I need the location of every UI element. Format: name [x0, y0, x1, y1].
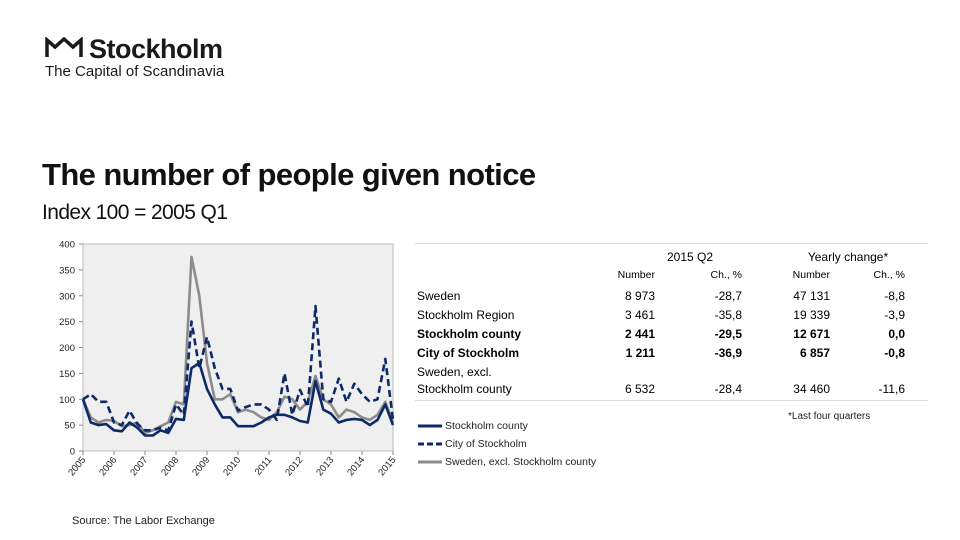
- table-cell: 0,0: [888, 327, 905, 341]
- table-col-header: Ch., %: [710, 269, 742, 281]
- table-row-label: Sweden, excl.: [417, 365, 492, 379]
- table-cell: 2 441: [624, 327, 655, 341]
- y-tick-label: 100: [59, 395, 75, 406]
- legend-item-sweden: Sweden, excl. Stockholm county: [418, 455, 678, 471]
- table-group-header: Yearly change*: [807, 250, 889, 264]
- table-cell: -11,6: [878, 382, 905, 396]
- crown-icon: [45, 37, 83, 57]
- y-tick-label: 250: [59, 317, 75, 328]
- table-top-rule: [415, 243, 928, 244]
- table-row: Stockholm county 2 441 -29,5 12 671 0,0: [415, 327, 928, 345]
- series-lines: [81, 255, 395, 437]
- table-cell: 3 461: [624, 308, 655, 322]
- table-row: Sweden, excl. Stockholm county 6 532 -28,4 3…: [415, 365, 928, 396]
- legend-swatch-city: [418, 442, 442, 446]
- table-cell: 47 131: [793, 289, 830, 303]
- logo-wordmark: Stockholm: [89, 34, 223, 64]
- x-tick-label: 2012: [283, 455, 305, 478]
- x-tick-label: 2006: [97, 455, 119, 478]
- x-tick-label: 2009: [190, 455, 212, 478]
- table-col-header: Number: [617, 269, 655, 281]
- table-group-header: 2015 Q2: [666, 250, 714, 264]
- table-cell: 12 671: [793, 327, 830, 341]
- table-row: Sweden 8 973 -28,7 47 131 -8,8: [415, 289, 928, 307]
- logo: Stockholm The Capital of Scandinavia: [45, 34, 255, 84]
- table-row-label-cont: Stockholm county: [417, 382, 512, 396]
- y-tick-label: 300: [59, 291, 75, 302]
- x-tick-label: 2005: [66, 455, 88, 478]
- table-cell: -36,9: [714, 346, 742, 360]
- legend-swatch-sweden: [418, 460, 442, 464]
- x-tick-label: 2013: [314, 455, 336, 478]
- table-row-label: City of Stockholm: [417, 346, 520, 360]
- y-tick-label: 50: [64, 421, 75, 432]
- table-cell: 34 460: [793, 382, 830, 396]
- y-tick-label: 0: [70, 447, 75, 458]
- page-subtitle: Index 100 = 2005 Q1: [42, 201, 228, 224]
- table-footnote: *Last four quarters: [788, 411, 871, 422]
- table-bottom-rule: [415, 400, 928, 401]
- table-cell: -0,8: [884, 346, 905, 360]
- legend-swatch-county: [418, 424, 442, 428]
- series-line-stockholm-county: [81, 361, 395, 437]
- x-tick-label: 2007: [128, 455, 150, 478]
- table-cell: -8,8: [884, 289, 905, 303]
- series-line-sweden-excl: [81, 255, 395, 435]
- x-tick-label: 2014: [345, 455, 367, 478]
- table-row-label: Stockholm county: [417, 327, 522, 341]
- table-cell: 8 973: [624, 289, 655, 303]
- legend-item-county: Stockholm county: [418, 419, 678, 435]
- x-axis: 2005 2006 2007 2008 2009 2010 2011 2012 2013 2014…: [66, 451, 398, 478]
- y-tick-label: 200: [59, 343, 75, 354]
- legend-label-city: City of Stockholm: [445, 438, 527, 450]
- y-axis: 0 50 100 150 200 250 300 350 400: [59, 240, 83, 458]
- x-tick-label: 2010: [221, 455, 243, 478]
- logo-tagline: The Capital of Scandinavia: [45, 63, 225, 80]
- table-row-label: Stockholm Region: [417, 308, 515, 322]
- legend-label-sweden: Sweden, excl. Stockholm county: [445, 456, 597, 468]
- table-cell: 1 211: [625, 346, 655, 360]
- source-note: Source: The Labor Exchange: [72, 515, 215, 527]
- y-tick-label: 400: [59, 240, 75, 251]
- table-cell: 6 857: [799, 346, 830, 360]
- table-row-label: Sweden: [417, 289, 461, 303]
- x-tick-label: 2008: [159, 455, 181, 478]
- y-tick-label: 350: [59, 265, 75, 276]
- table-cell: -29,5: [714, 327, 742, 341]
- table-cell: -3,9: [884, 308, 905, 322]
- table-cell: -28,4: [714, 382, 742, 396]
- x-tick-label: 2011: [253, 455, 275, 478]
- table-col-header: Number: [792, 269, 830, 281]
- table-row: City of Stockholm 1 211 -36,9 6 857 -0,8: [415, 346, 928, 364]
- legend-label-county: Stockholm county: [445, 420, 528, 432]
- table-col-header: Ch., %: [873, 269, 905, 281]
- table-cell: 19 339: [793, 308, 830, 322]
- y-tick-label: 150: [59, 369, 75, 380]
- table-cell: -35,8: [714, 308, 742, 322]
- table-row: Stockholm Region 3 461 -35,8 19 339 -3,9: [415, 308, 928, 326]
- legend-item-city: City of Stockholm: [418, 437, 678, 453]
- table-cell: 6 532: [624, 382, 655, 396]
- x-tick-label: 2015: [376, 455, 398, 478]
- page-title: The number of people given notice: [42, 157, 536, 192]
- series-line-city-of-stockholm: [82, 304, 395, 432]
- table-cell: -28,7: [714, 289, 742, 303]
